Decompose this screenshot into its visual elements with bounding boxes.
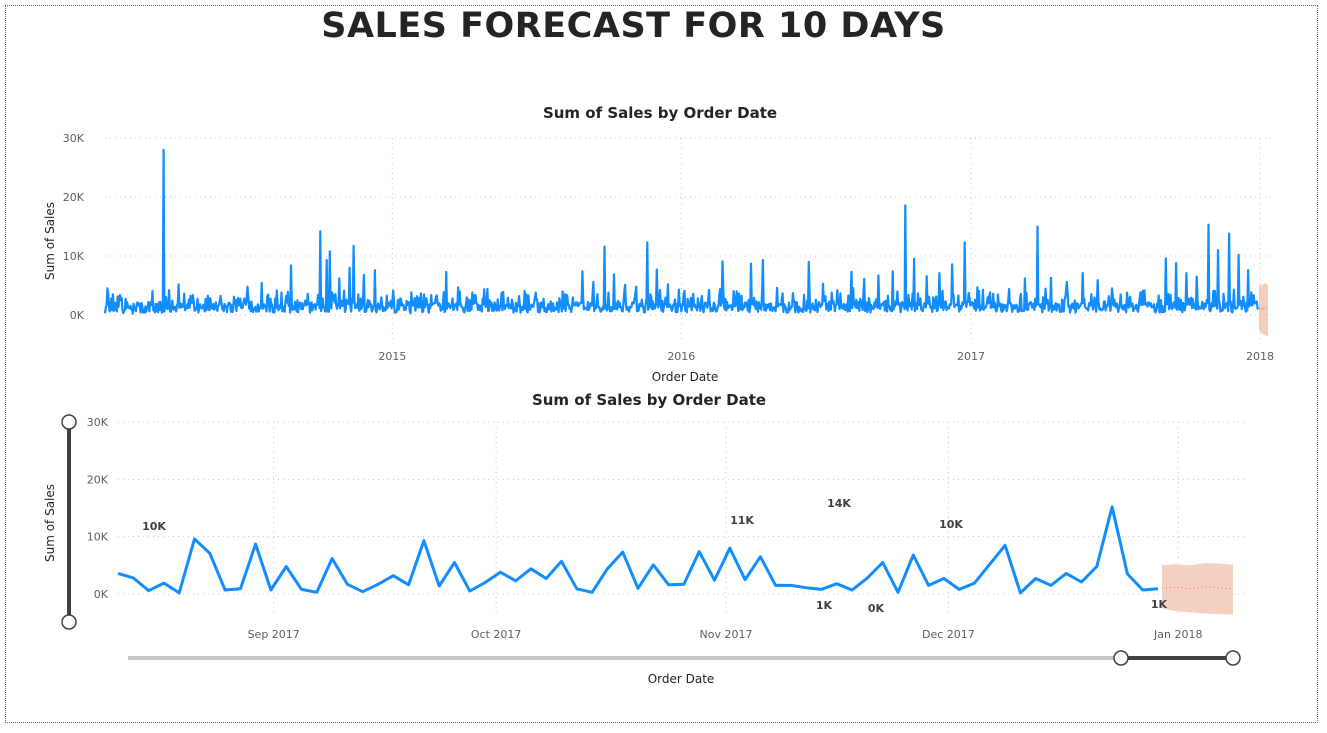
page-title: SALES FORECAST FOR 10 DAYS <box>321 6 946 46</box>
chart-2-forecast-band <box>1162 563 1233 615</box>
chart-1-x-tick: 2018 <box>1246 350 1274 363</box>
chart-2-y-tick: 20K <box>87 473 109 486</box>
chart-1-y-tick: 0K <box>70 309 85 322</box>
y-range-slider-handle[interactable] <box>61 614 77 630</box>
x-range-slider-handle[interactable] <box>1113 650 1129 666</box>
chart-2-data-label: 1K <box>1151 598 1168 611</box>
chart-2-data-label: 0K <box>868 602 885 615</box>
chart-1-forecast-line <box>1258 306 1269 311</box>
chart-2-y-tick: 10K <box>87 531 109 544</box>
chart-1-x-axis-title: Order Date <box>652 370 719 384</box>
chart-2-data-label: 14K <box>827 497 851 510</box>
chart-2-data-label: 10K <box>939 518 963 531</box>
chart-2-x-tick: Nov 2017 <box>700 628 753 641</box>
chart-2-x-axis-title: Order Date <box>648 672 715 686</box>
chart-2-data-label: 11K <box>730 514 754 527</box>
chart-1-y-tick: 30K <box>63 132 85 145</box>
chart-1-x-tick: 2015 <box>378 350 406 363</box>
chart-2-x-tick: Oct 2017 <box>471 628 522 641</box>
chart-1-x-tick: 2017 <box>957 350 985 363</box>
chart-2-y-tick: 0K <box>94 588 109 601</box>
y-range-slider-handle[interactable] <box>61 414 77 430</box>
chart-2-x-tick: Sep 2017 <box>248 628 300 641</box>
chart-2-y-axis-title: Sum of Sales <box>43 484 57 562</box>
chart-1-forecast-band <box>1259 283 1268 337</box>
report-canvas-frame <box>5 5 1318 723</box>
chart-1-title: Sum of Sales by Order Date <box>542 104 778 122</box>
chart-2-y-tick: 30K <box>87 416 109 429</box>
chart-2-title: Sum of Sales by Order Date <box>531 391 767 409</box>
chart-2-x-tick: Jan 2018 <box>1153 628 1202 641</box>
chart-1-y-tick: 10K <box>63 250 85 263</box>
chart-1-y-tick: 20K <box>63 191 85 204</box>
chart-2-data-label: 10K <box>142 520 166 533</box>
x-range-slider-handle[interactable] <box>1225 650 1241 666</box>
chart-2-data-label: 1K <box>816 599 833 612</box>
chart-1-y-axis-title: Sum of Sales <box>43 202 57 280</box>
chart-1-series-line <box>103 148 1260 315</box>
chart-1-x-tick: 2016 <box>667 350 695 363</box>
chart-2-x-tick: Dec 2017 <box>922 628 975 641</box>
